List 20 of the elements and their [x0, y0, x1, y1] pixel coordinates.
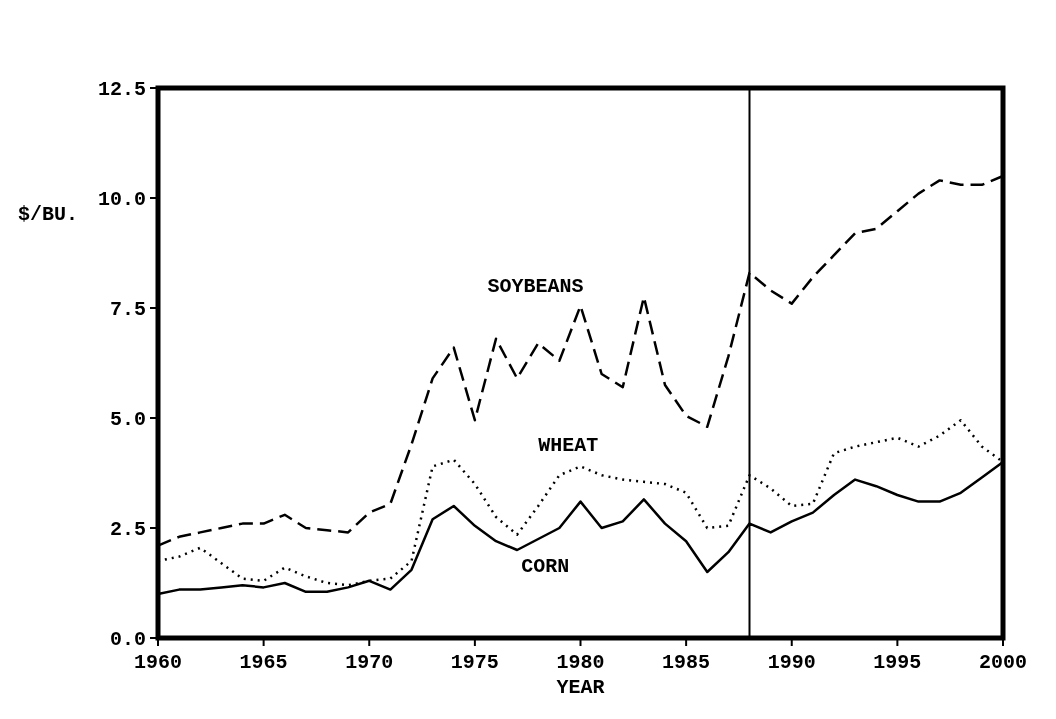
x-tick-label: 1970 [345, 651, 394, 674]
y-tick-label: 5.0 [109, 408, 146, 431]
y-tick-label: 0.0 [109, 628, 146, 651]
x-tick-label: 2000 [978, 651, 1028, 674]
x-tick-label: 1980 [556, 651, 605, 674]
x-tick-label: 1985 [662, 651, 711, 674]
series-label: SOYBEANS [487, 274, 584, 298]
y-tick-label: 7.5 [109, 298, 146, 321]
series-label: WHEAT [538, 434, 599, 457]
x-tick-label: 1960 [133, 651, 183, 674]
x-tick-label: 1975 [450, 651, 499, 674]
series-label: CORN [521, 555, 570, 578]
y-axis-title: $/BU. [18, 203, 79, 226]
y-tick-label: 10.0 [97, 188, 146, 211]
x-axis-title: YEAR [556, 676, 605, 699]
x-tick-label: 1995 [873, 651, 922, 674]
y-tick-label: 2.5 [109, 518, 146, 541]
x-tick-label: 1990 [767, 651, 816, 674]
x-tick-label: 1965 [239, 651, 288, 674]
y-tick-label: 12.5 [97, 78, 146, 101]
